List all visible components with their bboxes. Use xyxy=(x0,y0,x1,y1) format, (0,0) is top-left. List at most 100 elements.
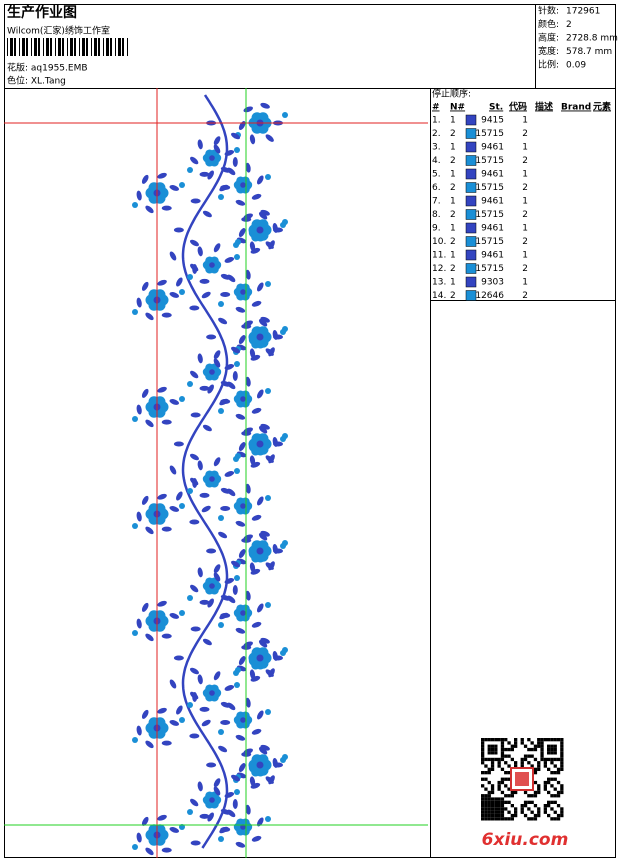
qr-module xyxy=(553,787,557,791)
bar xyxy=(127,38,128,56)
qr-module xyxy=(537,787,541,791)
leaf xyxy=(249,562,256,573)
bud xyxy=(179,289,185,295)
qr-module xyxy=(550,777,554,781)
qr-module xyxy=(547,790,551,795)
leaf xyxy=(265,562,274,570)
leaf xyxy=(260,209,270,216)
bud xyxy=(187,595,193,601)
bar xyxy=(79,38,80,56)
qr-module xyxy=(504,777,508,781)
qr-module xyxy=(507,817,511,821)
row-index: 13. xyxy=(432,278,446,288)
qr-module xyxy=(490,797,495,801)
barcode xyxy=(7,38,128,56)
color-swatch xyxy=(465,182,477,193)
leaf xyxy=(227,274,236,283)
bar xyxy=(10,38,13,56)
qr-module xyxy=(556,790,561,795)
qr-module xyxy=(560,761,564,765)
leaf xyxy=(157,493,167,500)
qr-module xyxy=(507,800,511,804)
qr-module xyxy=(540,757,544,762)
qr-module xyxy=(550,771,554,775)
qr-module xyxy=(490,817,495,821)
row-needle: 2 xyxy=(450,291,456,301)
leaf xyxy=(190,156,199,165)
qr-module xyxy=(494,813,498,818)
qr-module xyxy=(527,817,531,821)
qr-module xyxy=(527,761,531,765)
flower-center xyxy=(256,440,264,448)
leaf xyxy=(231,346,241,354)
leaf xyxy=(256,282,264,292)
qr-module xyxy=(500,790,505,795)
bud xyxy=(132,523,138,529)
qr-module xyxy=(537,813,541,818)
flower-center xyxy=(209,690,215,696)
leaf xyxy=(141,602,149,612)
column-header: # xyxy=(432,103,440,113)
qr-module xyxy=(494,800,498,804)
qr-module xyxy=(553,810,557,814)
leaf xyxy=(256,710,264,720)
qr-module xyxy=(497,797,501,801)
row-stitches: 15715 xyxy=(475,129,504,139)
bar xyxy=(7,38,8,56)
qr-module xyxy=(500,797,505,801)
qr-module xyxy=(487,797,491,801)
column-header: Brand xyxy=(561,103,591,113)
qr-module xyxy=(484,804,488,808)
qr-module xyxy=(550,784,554,788)
leaf xyxy=(141,816,149,826)
qr-code xyxy=(481,738,564,821)
qr-module xyxy=(484,771,488,775)
color-swatch xyxy=(465,209,477,220)
qr-module xyxy=(537,764,541,768)
info-label: 比例: xyxy=(538,59,559,71)
leaf xyxy=(238,228,246,238)
bud xyxy=(179,503,185,509)
leaf xyxy=(197,781,203,792)
bar xyxy=(70,38,73,56)
qr-module xyxy=(500,754,505,758)
qr-module xyxy=(537,744,541,748)
qr-module xyxy=(497,784,501,788)
qr-module xyxy=(530,794,534,798)
leaf xyxy=(199,385,210,391)
color-swatch xyxy=(465,168,477,180)
bud xyxy=(187,381,193,387)
bud xyxy=(218,194,224,200)
qr-module xyxy=(494,797,498,801)
info-label: 宽度: xyxy=(538,45,559,57)
row-code: 1 xyxy=(522,278,528,288)
qr-module xyxy=(523,813,528,818)
qr-module xyxy=(481,810,485,814)
bud xyxy=(234,254,240,260)
qr-module xyxy=(560,790,564,795)
color-swatch xyxy=(465,114,477,126)
qr-module xyxy=(481,777,485,781)
row-stitches: 15715 xyxy=(475,237,504,247)
leaf xyxy=(258,318,268,327)
qr-module xyxy=(484,807,488,811)
leaf xyxy=(157,386,167,393)
leaf xyxy=(258,746,268,755)
leaf xyxy=(189,239,199,247)
flower-center xyxy=(256,547,264,555)
qr-module xyxy=(540,744,544,748)
row-index: 7. xyxy=(432,197,441,207)
qr-module xyxy=(560,754,564,758)
row-needle: 2 xyxy=(450,237,456,247)
qr-module xyxy=(560,807,564,811)
qr-module xyxy=(481,813,485,818)
qr-module xyxy=(490,787,495,791)
qr-module xyxy=(497,804,501,808)
leaf xyxy=(161,312,172,318)
qr-module xyxy=(490,800,495,804)
flower-center xyxy=(240,396,246,402)
color-swatch xyxy=(465,249,477,261)
qr-module xyxy=(540,741,544,745)
row-stitches: 12646 xyxy=(475,291,504,301)
row-stitches: 15715 xyxy=(475,264,504,274)
